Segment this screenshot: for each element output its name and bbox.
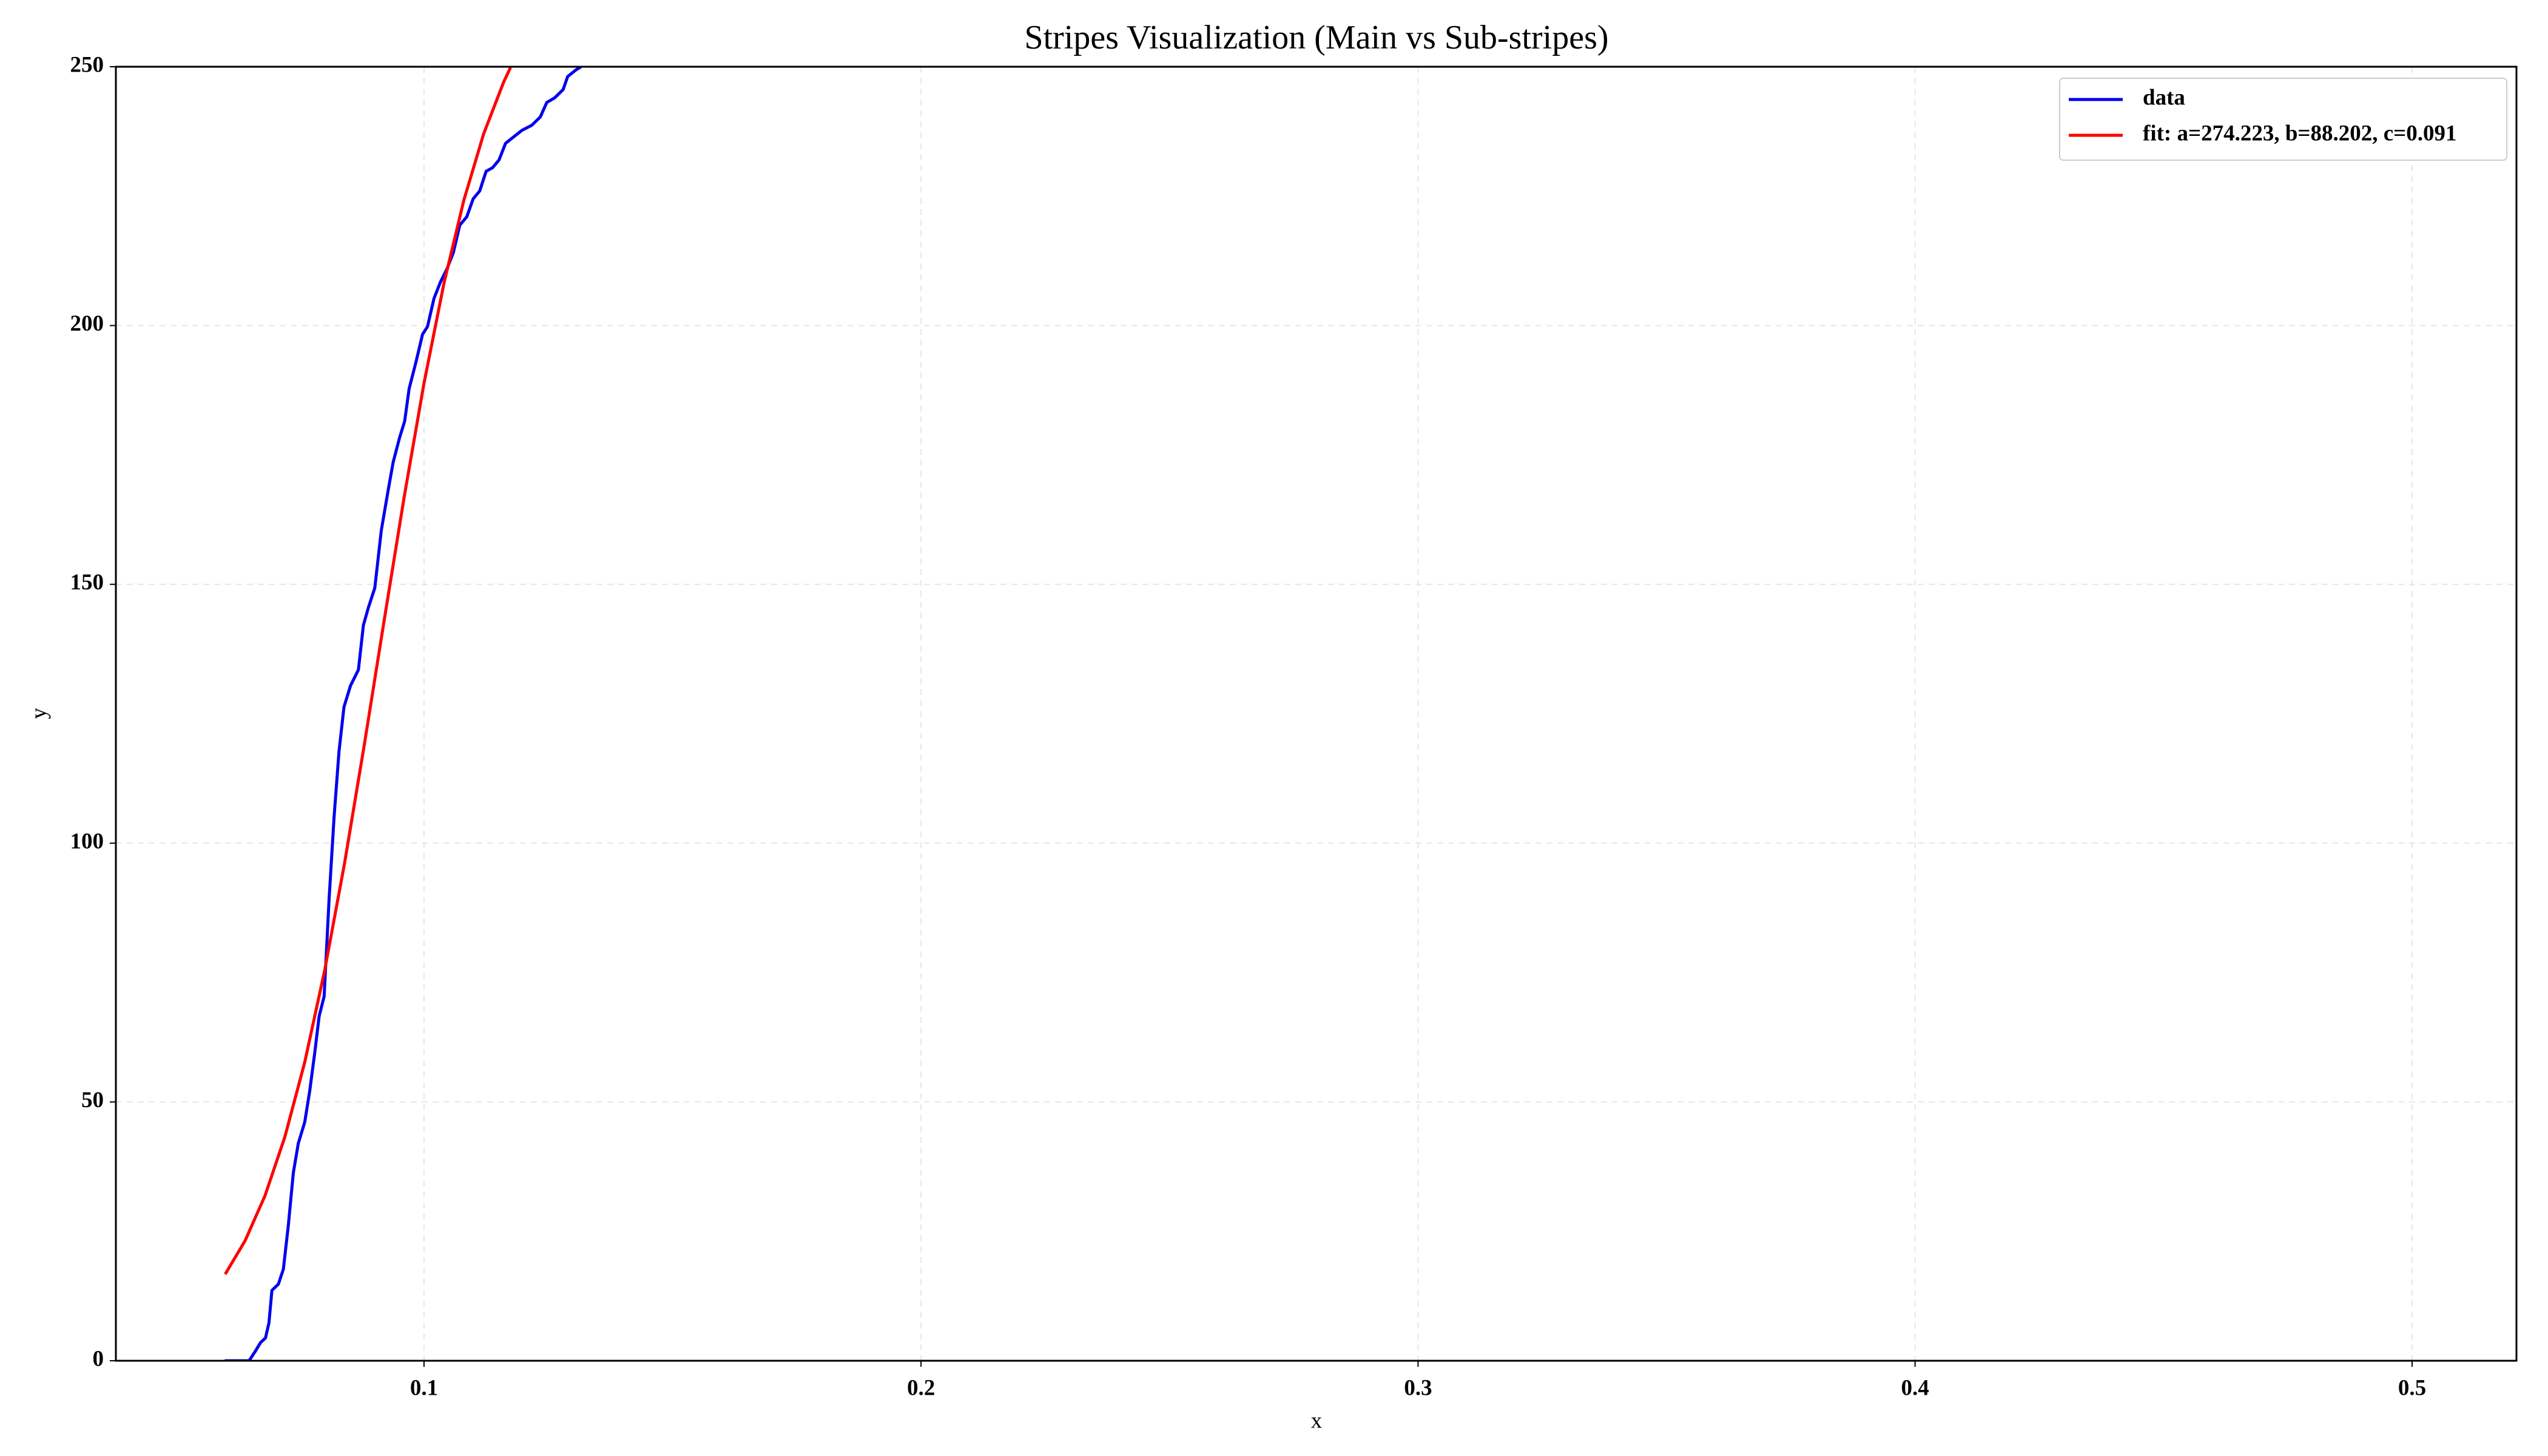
legend: data fit: a=274.223, b=88.202, c=0.091 bbox=[2059, 78, 2507, 161]
x-tick-label: 0.4 bbox=[1901, 1375, 1929, 1400]
x-axis-label: x bbox=[1311, 1408, 1323, 1433]
x-tick-label: 0.3 bbox=[1404, 1375, 1432, 1400]
legend-box bbox=[2059, 78, 2507, 161]
legend-label: data bbox=[2143, 85, 2185, 110]
chart-title: Stripes Visualization (Main vs Sub-strip… bbox=[1024, 19, 1608, 56]
x-tick-label: 0.2 bbox=[907, 1375, 935, 1400]
data-line bbox=[224, 67, 582, 1361]
y-tick-label: 50 bbox=[81, 1088, 104, 1113]
data-line bbox=[224, 67, 512, 1275]
x-tick-label: 0.1 bbox=[410, 1375, 438, 1400]
y-tick-label: 200 bbox=[70, 311, 104, 336]
ticks: 0.1 0.2 0.3 0.4 0.5 0 50 100 150 200 250 bbox=[70, 52, 2427, 1400]
x-tick-label: 0.5 bbox=[2398, 1375, 2426, 1400]
y-axis-label: y bbox=[26, 707, 51, 719]
plot-area bbox=[224, 67, 582, 1361]
y-tick-label: 150 bbox=[70, 570, 104, 595]
y-tick-label: 0 bbox=[93, 1346, 104, 1371]
y-tick-label: 250 bbox=[70, 52, 104, 77]
y-tick-label: 100 bbox=[70, 829, 104, 854]
legend-label: fit: a=274.223, b=88.202, c=0.091 bbox=[2143, 121, 2457, 146]
axes-frame bbox=[115, 66, 2518, 1362]
